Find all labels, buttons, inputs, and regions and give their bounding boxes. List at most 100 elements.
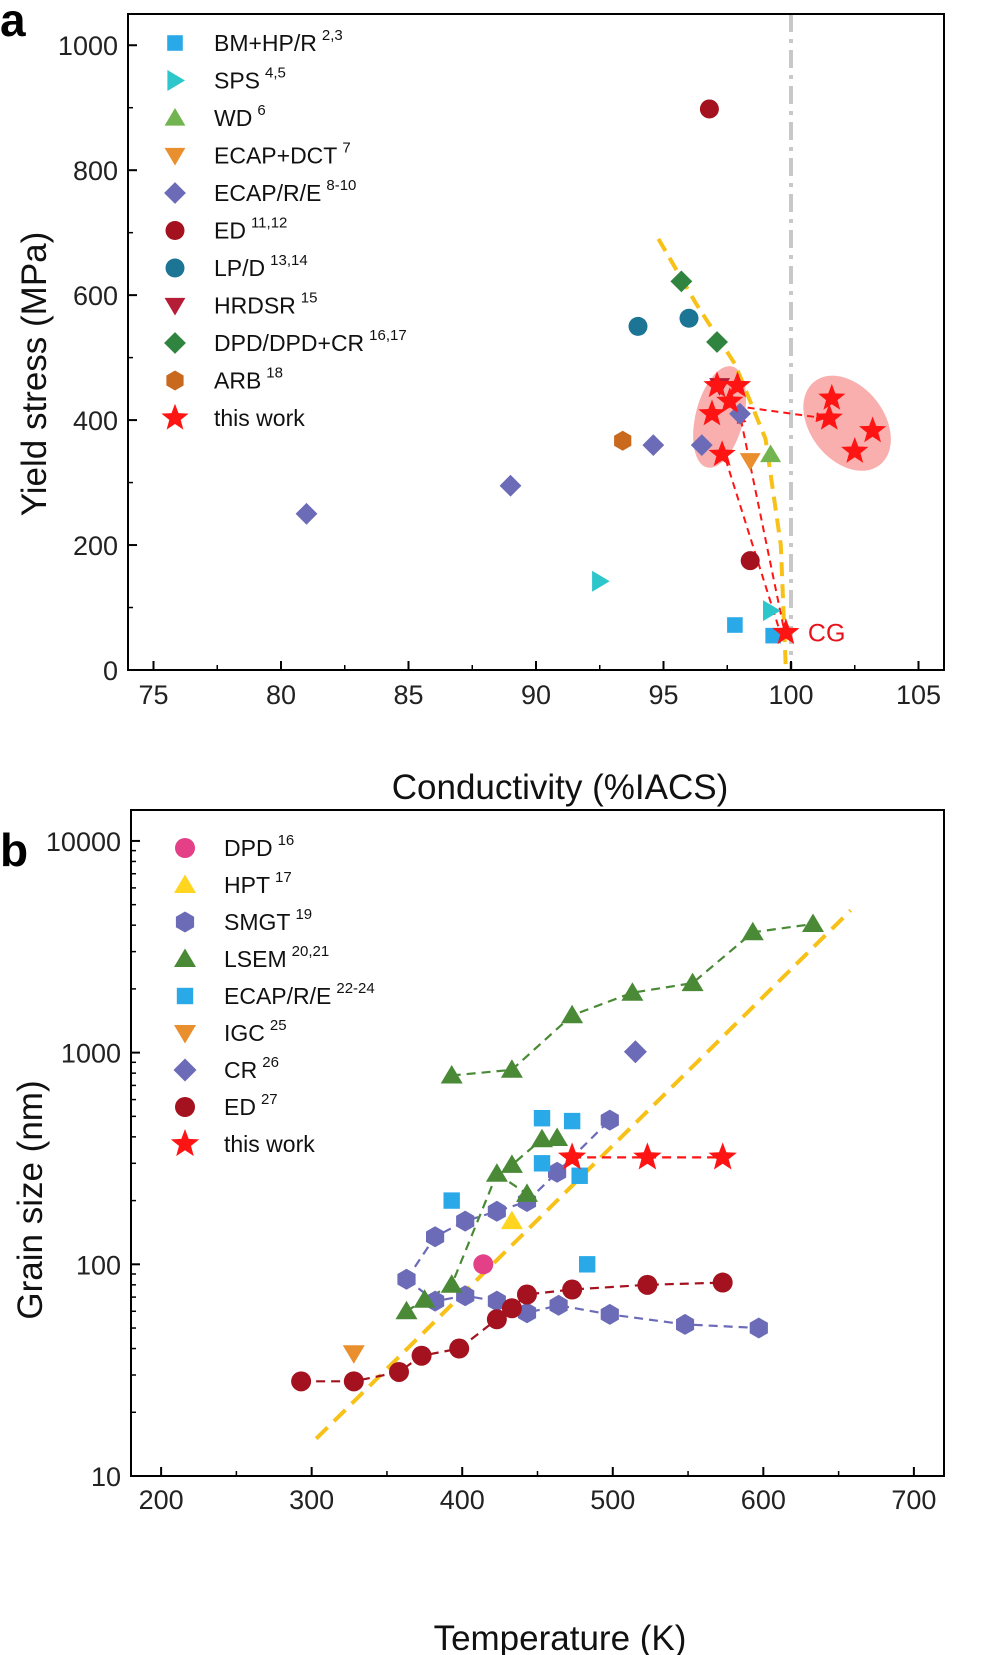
point-b-lsem-9: [561, 1004, 584, 1024]
point-b-ed-4: [449, 1338, 470, 1359]
x-tick-label-b-5: 700: [891, 1485, 936, 1515]
y-tick-label-a-0: 0: [103, 656, 118, 686]
y-tick-label-a-1: 200: [73, 531, 118, 561]
legend-a-marker-ecap-dct: [164, 147, 186, 166]
line-b-smgt-0: [405, 1119, 611, 1280]
point-b-lsem-10: [621, 982, 644, 1001]
point-a-dpd-dpd-cr-0: [670, 270, 693, 293]
point-b-smgt-1: [426, 1226, 445, 1248]
legend-a-label-ed: ED: [214, 218, 246, 244]
legend-b-label-ed: ED: [224, 1094, 256, 1120]
y-tick-label-a-4: 800: [73, 156, 118, 186]
legend-b-label-lsem: LSEM: [224, 946, 287, 972]
panel-b-xlabel: Temperature (K): [434, 1619, 687, 1655]
panel-a-ylabel: Yield stress (MPa): [15, 232, 54, 517]
x-tick-label-a-4: 95: [648, 680, 678, 710]
point-b-dpd-0: [473, 1254, 494, 1275]
legend-a-label-this-work: this work: [214, 405, 305, 431]
point-b-ed-2: [388, 1361, 409, 1382]
y-tick-label-b-1: 100: [76, 1250, 121, 1280]
point-b-ecap-r-e-2: [533, 1155, 551, 1172]
legend-a-marker-bm-hp-r: [167, 35, 183, 51]
point-a-ecap-r-e-3: [690, 434, 713, 456]
legend-b-ref-hpt: 17: [275, 869, 292, 886]
point-b-smgt-6: [600, 1109, 619, 1131]
y-tick-label-a-5: 1000: [58, 31, 118, 61]
y-tick-label-b-2: 1000: [61, 1039, 121, 1069]
legend-a-marker-wd: [164, 108, 186, 126]
legend-a-ref-dpd-dpd-cr: 16,17: [369, 327, 407, 344]
legend-b-marker-dpd: [175, 838, 195, 858]
legend-a-ref-lp-d: 13,14: [270, 252, 308, 269]
point-b-this-work-2: [708, 1142, 737, 1170]
x-tick-label-a-6: 105: [896, 680, 941, 710]
point-a-wd-0: [760, 444, 782, 463]
point-a-ecap-dct-0: [739, 453, 761, 471]
legend-a-ref-ecap-dct: 7: [342, 140, 350, 157]
legend-b-ref-dpd: 16: [278, 832, 295, 849]
panel-a-plot: CG 75 80 85 90 95 100 105 0 200 400 600 800 1000 BM+HP…: [58, 13, 945, 710]
x-tick-label-a-2: 85: [393, 680, 423, 710]
point-b-ed-9: [637, 1274, 658, 1295]
x-tick-label-a-5: 100: [768, 680, 813, 710]
point-b-lsem-13: [802, 913, 824, 932]
legend-b-label-cr: CR: [224, 1057, 257, 1083]
legend-b-label-dpd: DPD: [224, 835, 273, 861]
point-b-lsem-7: [440, 1065, 463, 1084]
legend-a-marker-this-work: [161, 403, 189, 430]
legend-a-label-ecap-r-e: ECAP/R/E: [214, 180, 321, 206]
legend-a-marker-ecap-r-e: [164, 182, 186, 204]
legend-a-ref-arb: 18: [266, 365, 283, 382]
panel-b-plot: 200 300 400 500 600 700 10 100 1000 10000 DPD 16 HPT…: [46, 809, 945, 1515]
point-a-dpd-dpd-cr-1: [706, 331, 728, 353]
legend-a-marker-sps: [167, 70, 185, 91]
point-b-lsem-1: [413, 1289, 436, 1308]
point-b-lsem-4: [500, 1154, 523, 1173]
point-a-this-work-3: [698, 399, 726, 426]
point-b-smgt-10: [487, 1290, 506, 1312]
point-b-ed-1: [343, 1371, 364, 1392]
legend-b-ref-lsem: 20,21: [292, 943, 330, 960]
legend-b-label-this-work: this work: [224, 1131, 315, 1157]
legend-a-ref-wd: 6: [257, 102, 265, 119]
point-b-ed-0: [291, 1371, 312, 1392]
x-tick-label-b-0: 200: [139, 1485, 184, 1515]
legend-b-ref-cr: 26: [262, 1054, 279, 1071]
point-b-smgt-14: [676, 1313, 695, 1335]
x-tick-label-a-0: 75: [138, 680, 168, 710]
legend-b-marker-ecap-r-e: [176, 987, 194, 1005]
x-tick-label-b-4: 600: [741, 1485, 786, 1515]
point-b-smgt-13: [600, 1303, 619, 1325]
legend-b-marker-smgt: [175, 911, 195, 933]
point-b-lsem-0: [395, 1300, 418, 1320]
legend-a-marker-arb: [166, 370, 184, 391]
point-a-this-work-8: [859, 416, 887, 443]
x-tick-label-b-3: 500: [590, 1485, 635, 1515]
legend-b-marker-hpt: [174, 874, 196, 893]
x-tick-label-a-1: 80: [266, 680, 296, 710]
legend-a-ref-sps: 4,5: [265, 65, 286, 82]
line-b-ed-0: [301, 1281, 723, 1383]
point-b-ed-6: [501, 1298, 522, 1319]
point-a-ed-0: [699, 99, 719, 119]
arrow-2: [719, 446, 780, 627]
legend-b-marker-cr: [173, 1058, 197, 1082]
point-a-bm-hp-r-0: [727, 617, 743, 633]
point-b-ecap-r-e-0: [443, 1192, 460, 1209]
point-a-sps-0: [592, 570, 610, 592]
point-b-ecap-r-e-1: [533, 1110, 551, 1127]
point-a-lp-d-1: [679, 308, 699, 328]
point-a-this-work-2: [716, 387, 744, 413]
legend-a-marker-lp-d: [165, 258, 185, 278]
point-b-smgt-2: [456, 1210, 475, 1232]
point-a-this-work-5: [772, 618, 800, 645]
point-a-sps-1: [763, 600, 781, 622]
point-b-ed-8: [562, 1279, 583, 1300]
panel-a: a CG 75 80 85 90 95 100 105 0 200 400 600 800 1000 BM+…: [0, 0, 945, 807]
point-a-this-work-6: [818, 383, 846, 410]
legend-b-ref-ecap-r-e: 22-24: [336, 980, 374, 997]
point-b-lsem-5: [531, 1128, 553, 1148]
line-b-smgt-1: [405, 1278, 759, 1330]
point-b-smgt-5: [548, 1161, 567, 1183]
